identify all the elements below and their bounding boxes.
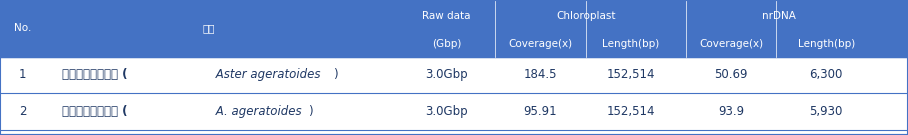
Text: Length(bp): Length(bp) — [602, 39, 660, 49]
Text: Coverage(x): Coverage(x) — [699, 39, 763, 49]
Text: 국명: 국명 — [202, 23, 215, 33]
Text: Raw data: Raw data — [422, 11, 471, 21]
Text: 95.91: 95.91 — [523, 105, 558, 118]
Text: ): ) — [333, 68, 338, 81]
Text: 3.0Gbp: 3.0Gbp — [426, 68, 468, 81]
Text: nrDNA: nrDNA — [762, 11, 795, 21]
FancyBboxPatch shape — [0, 0, 908, 57]
Text: 자주까실숙부쟁이 (: 자주까실숙부쟁이 ( — [62, 68, 127, 81]
Text: (Gbp): (Gbp) — [432, 39, 461, 49]
Text: 152,514: 152,514 — [607, 68, 656, 81]
Text: 분홍까실숙부쟁이 (: 분홍까실숙부쟁이 ( — [62, 105, 127, 118]
Text: 93.9: 93.9 — [718, 105, 744, 118]
Text: 1: 1 — [19, 68, 26, 81]
Text: 50.69: 50.69 — [715, 68, 747, 81]
Text: 3.0Gbp: 3.0Gbp — [426, 105, 468, 118]
Text: Chloroplast: Chloroplast — [556, 11, 616, 21]
Text: 152,514: 152,514 — [607, 105, 656, 118]
Text: Length(bp): Length(bp) — [797, 39, 855, 49]
Text: A. ageratoides: A. ageratoides — [212, 105, 302, 118]
Text: 6,300: 6,300 — [810, 68, 843, 81]
Text: 5,930: 5,930 — [810, 105, 843, 118]
Text: Aster ageratoides: Aster ageratoides — [212, 68, 325, 81]
Text: 2: 2 — [19, 105, 26, 118]
Text: ): ) — [308, 105, 312, 118]
Text: Coverage(x): Coverage(x) — [508, 39, 572, 49]
Text: No.: No. — [14, 23, 32, 33]
Text: 184.5: 184.5 — [524, 68, 557, 81]
